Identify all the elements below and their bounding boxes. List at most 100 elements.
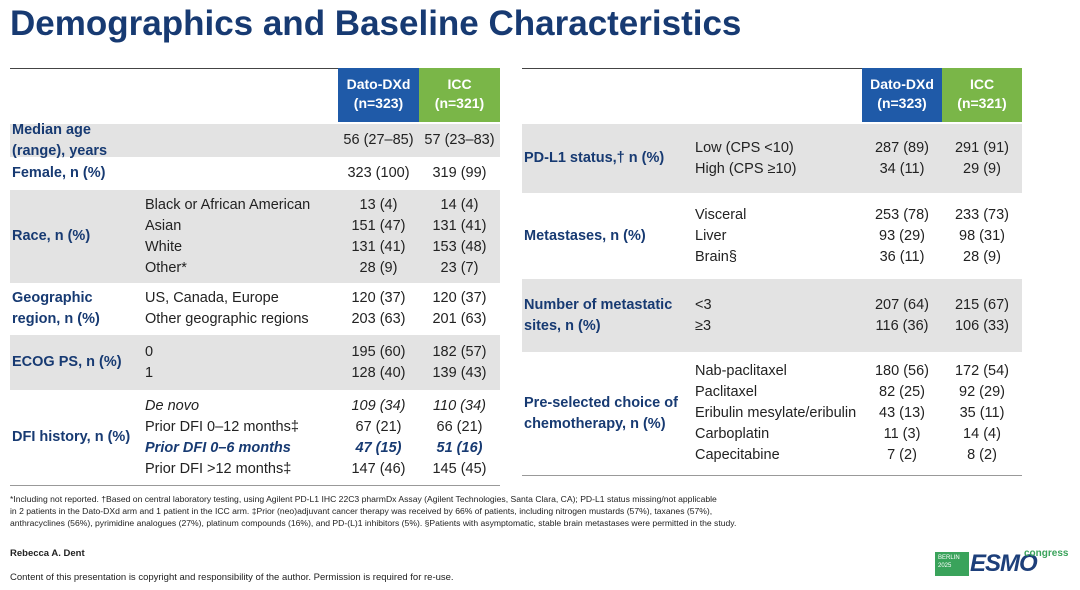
row-item: <3 bbox=[695, 296, 712, 313]
value-cell: 139 (43) bbox=[432, 364, 487, 381]
header-cell: Dato-DXd (n=323) bbox=[862, 68, 942, 122]
value-cell: 131 (41) bbox=[351, 238, 406, 255]
value-cell: 11 (3) bbox=[883, 426, 921, 442]
value-cell: 47 (15) bbox=[355, 439, 402, 456]
value-cell: 319 (99) bbox=[432, 165, 487, 181]
table-rule bbox=[522, 475, 1022, 476]
row-item: Prior DFI >12 months‡ bbox=[145, 460, 292, 477]
row-label: ECOG PS, n (%) bbox=[12, 354, 122, 370]
value-cell: 98 (31) bbox=[959, 227, 1005, 244]
value-cell: 92 (29) bbox=[959, 384, 1005, 400]
value-cell: 14 (4) bbox=[963, 426, 1001, 442]
row-item: Liver bbox=[695, 227, 727, 244]
row-item: High (CPS ≥10) bbox=[695, 160, 797, 177]
table-rule bbox=[522, 68, 1022, 69]
value-cell: 147 (46) bbox=[351, 460, 406, 477]
copyright: Content of this presentation is copyrigh… bbox=[10, 572, 454, 583]
row-item: Paclitaxel bbox=[695, 384, 758, 400]
value-cell: 93 (29) bbox=[879, 227, 925, 244]
header-n: (n=321) bbox=[434, 95, 485, 111]
row-item: Brain§ bbox=[695, 248, 737, 265]
slide-title: Demographics and Baseline Characteristic… bbox=[10, 4, 742, 43]
value-cell: 28 (9) bbox=[359, 259, 398, 276]
value-cell: 34 (11) bbox=[879, 160, 925, 177]
footnote: in 2 patients in the Dato-DXd arm and 1 … bbox=[10, 506, 713, 516]
header-name: Dato-DXd bbox=[870, 76, 934, 92]
header-name: Dato-DXd bbox=[346, 76, 411, 92]
value-cell: 291 (91) bbox=[954, 139, 1009, 156]
row-label: Female, n (%) bbox=[12, 165, 106, 181]
row-item: US, Canada, Europe bbox=[145, 290, 279, 306]
value-cell: 29 (9) bbox=[963, 160, 1001, 177]
value-cell: 14 (4) bbox=[440, 196, 479, 213]
row-item: Capecitabine bbox=[695, 447, 780, 463]
value-cell: 109 (34) bbox=[351, 397, 406, 414]
value-cell: 215 (67) bbox=[954, 296, 1009, 313]
header-name: ICC bbox=[969, 76, 995, 92]
logo-city: BERLIN bbox=[938, 555, 960, 561]
row-label: Pre-selected choice of chemotherapy, n (… bbox=[524, 394, 678, 432]
header-cell: Dato-DXd (n=323) bbox=[338, 68, 419, 122]
header-cell: ICC (n=321) bbox=[419, 68, 500, 122]
row-item: ≥3 bbox=[695, 317, 712, 334]
table-rule bbox=[10, 485, 500, 486]
row-item: Prior DFI 0–12 months‡ bbox=[145, 418, 299, 435]
table-rule bbox=[10, 68, 500, 69]
value-cell: 195 (60) bbox=[351, 343, 406, 360]
value-cell: 56 (27–85) bbox=[343, 132, 414, 148]
header-n: (n=321) bbox=[957, 95, 1007, 111]
value-cell: 13 (4) bbox=[359, 196, 398, 213]
value-cell: 106 (33) bbox=[954, 317, 1009, 334]
value-cell: 28 (9) bbox=[963, 248, 1001, 265]
value-cell: 180 (56) bbox=[874, 363, 929, 379]
logo-badge bbox=[935, 552, 969, 576]
row-label: Metastases, n (%) bbox=[524, 227, 646, 244]
row-item: 1 bbox=[145, 364, 154, 381]
row-item: Asian bbox=[145, 217, 182, 234]
header-cell: ICC (n=321) bbox=[942, 68, 1022, 122]
value-cell: 207 (64) bbox=[874, 296, 929, 313]
row-item: Eribulin mesylate/eribulin bbox=[695, 405, 857, 421]
header-n: (n=323) bbox=[353, 95, 404, 111]
row-item: White bbox=[145, 238, 183, 255]
value-cell: 145 (45) bbox=[432, 460, 487, 477]
value-cell: 120 (37) bbox=[432, 290, 487, 306]
value-cell: 120 (37) bbox=[351, 290, 406, 306]
value-cell: 287 (89) bbox=[874, 139, 929, 156]
value-cell: 323 (100) bbox=[347, 165, 410, 181]
value-cell: 172 (54) bbox=[954, 363, 1009, 379]
value-cell: 51 (16) bbox=[436, 439, 483, 456]
value-cell: 131 (41) bbox=[432, 217, 487, 234]
logo-brand: ESMO bbox=[970, 550, 1038, 577]
logo-year: 2025 bbox=[938, 563, 952, 569]
value-cell: 66 (21) bbox=[436, 418, 483, 435]
author: Rebecca A. Dent bbox=[10, 548, 85, 559]
row-label: DFI history, n (%) bbox=[12, 429, 131, 445]
row-item: Low (CPS <10) bbox=[695, 139, 794, 156]
value-cell: 7 (2) bbox=[887, 447, 917, 463]
row-label: Number of metastatic sites, n (%) bbox=[524, 296, 673, 334]
row-label: Geographic region, n (%) bbox=[12, 290, 100, 327]
value-cell: 23 (7) bbox=[440, 259, 479, 276]
row-item: De novo bbox=[145, 397, 200, 414]
row-band bbox=[10, 190, 500, 283]
value-cell: 182 (57) bbox=[432, 343, 487, 360]
value-cell: 110 (34) bbox=[433, 397, 486, 414]
value-cell: 201 (63) bbox=[432, 311, 487, 327]
value-cell: 233 (73) bbox=[954, 206, 1009, 223]
value-cell: 153 (48) bbox=[432, 238, 487, 255]
footnote: anthracyclines (56%), pyrimidine analogu… bbox=[10, 518, 737, 528]
row-label: PD-L1 status,† n (%) bbox=[524, 150, 665, 166]
value-cell: 8 (2) bbox=[967, 447, 997, 463]
row-band bbox=[522, 124, 1022, 193]
footnote: *Including not reported. †Based on centr… bbox=[10, 494, 717, 504]
row-item: Nab-paclitaxel bbox=[695, 363, 787, 379]
header-n: (n=323) bbox=[877, 95, 927, 111]
row-item: Other* bbox=[145, 259, 187, 276]
value-cell: 151 (47) bbox=[351, 217, 406, 234]
row-band bbox=[10, 124, 500, 157]
row-band bbox=[522, 279, 1022, 352]
value-cell: 203 (63) bbox=[351, 311, 406, 327]
value-cell: 57 (23–83) bbox=[424, 132, 495, 148]
